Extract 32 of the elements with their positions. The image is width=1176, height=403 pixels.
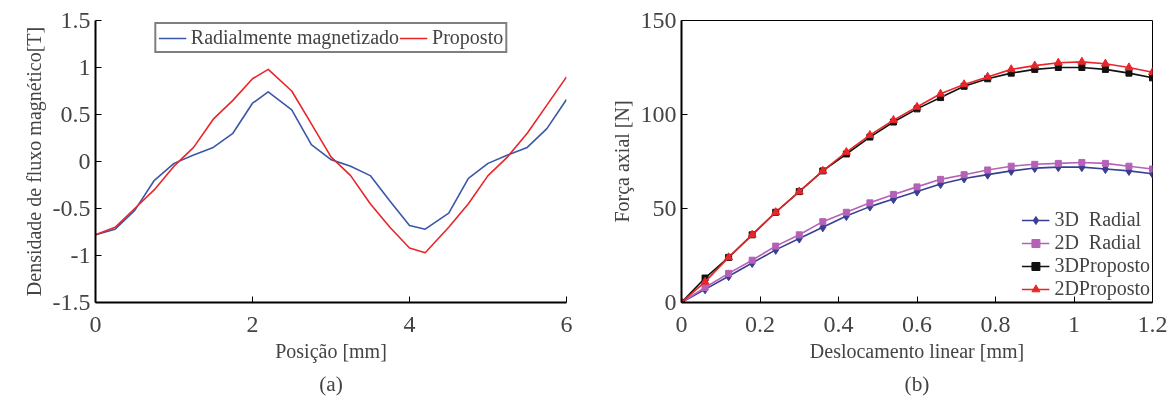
legend-label: 2DProposto xyxy=(1054,277,1150,300)
x-tick-label: 1 xyxy=(1068,310,1080,337)
y-tick-label: -1 xyxy=(70,242,91,268)
x-tick-label: 0.4 xyxy=(823,310,854,337)
legend-label: 3D Radial xyxy=(1054,208,1142,231)
y-tick-label: 150 xyxy=(640,7,677,33)
text: (b) xyxy=(904,371,930,396)
legend-label: 2D Radial xyxy=(1054,231,1142,254)
x-axis-title: Deslocamento linear [mm] xyxy=(809,339,1025,362)
text: (a) xyxy=(319,371,343,396)
y-tick-label: -0.5 xyxy=(52,195,91,221)
y-tick-label: 50 xyxy=(652,195,677,221)
y-tick-label: 0.5 xyxy=(60,101,91,127)
y-tick-label: -1.5 xyxy=(52,289,91,315)
y-tick-label: 0 xyxy=(78,148,91,174)
x-tick-label: 2 xyxy=(246,310,259,337)
y-axis-title: Força axial [N] xyxy=(610,100,634,223)
y-tick-label: 100 xyxy=(640,101,677,127)
y-tick-label: 0 xyxy=(664,289,677,315)
x-tick-label: 1.2 xyxy=(1137,310,1168,337)
x-axis-title: Posição [mm] xyxy=(275,339,387,363)
legend-label: 3DProposto xyxy=(1054,254,1150,277)
y-axis-title: Densidade de fluxo magnético[T] xyxy=(22,26,46,297)
x-tick-label: 6 xyxy=(560,310,573,337)
y-tick-label: 1 xyxy=(78,54,91,80)
x-tick-label: 4 xyxy=(403,310,416,337)
y-tick-label: 1.5 xyxy=(60,7,91,33)
x-tick-label: 0.8 xyxy=(980,310,1011,337)
legend-label: Radialmente magnetizado xyxy=(190,26,400,49)
x-tick-label: 0.2 xyxy=(745,310,775,337)
x-tick-label: 0.6 xyxy=(902,310,932,337)
legend-label: Proposto xyxy=(432,26,504,49)
